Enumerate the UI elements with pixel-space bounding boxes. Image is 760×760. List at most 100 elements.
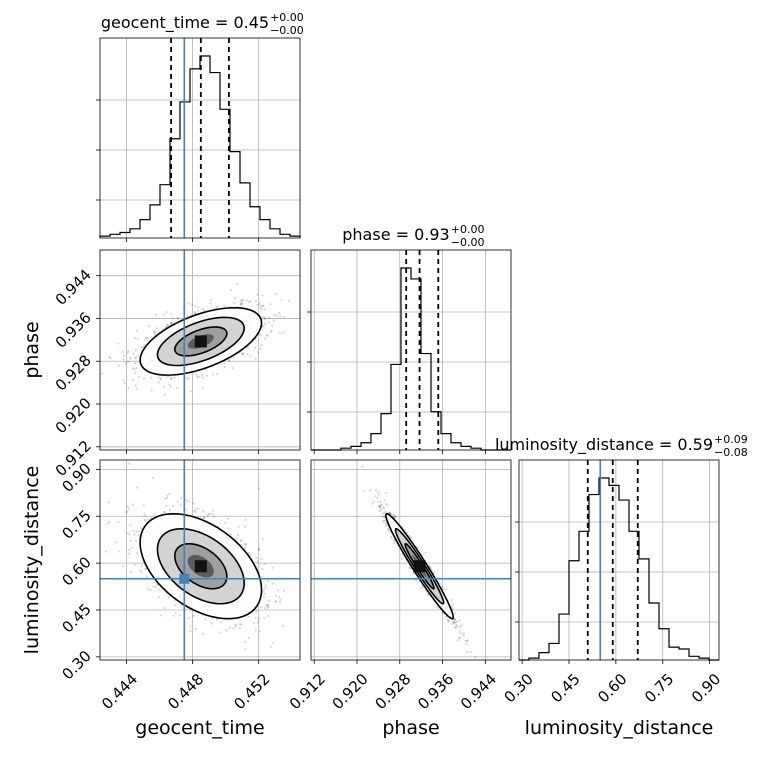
x-tick-label: 0.452 (230, 670, 273, 713)
scatter-point (134, 384, 137, 387)
scatter-point (255, 556, 258, 560)
scatter-point (168, 509, 171, 512)
scatter-point (187, 500, 190, 503)
scatter-point (261, 567, 264, 571)
scatter-point (381, 515, 384, 518)
scatter-point (117, 364, 120, 367)
scatter-point (106, 522, 109, 525)
scatter-point (376, 496, 379, 500)
panel-title-sub: −0.00 (451, 236, 485, 249)
scatter-point (235, 537, 238, 540)
scatter-point (415, 579, 418, 582)
scatter-point (387, 529, 390, 532)
scatter-point (121, 350, 125, 354)
scatter-point (454, 621, 457, 624)
scatter-point (208, 512, 212, 515)
scatter-point (424, 551, 427, 554)
scatter-point (107, 520, 111, 524)
scatter-point (223, 362, 226, 365)
density-peak (194, 335, 207, 348)
scatter-point (259, 306, 262, 309)
scatter-point (132, 352, 135, 355)
scatter-point (254, 346, 257, 349)
scatter-point (169, 321, 172, 325)
scatter-point (278, 600, 282, 603)
scatter-point (241, 301, 244, 304)
scatter-point (262, 316, 265, 319)
scatter-point (131, 546, 134, 549)
scatter-point (176, 316, 180, 320)
scatter-point (139, 569, 142, 572)
scatter-point (453, 625, 457, 628)
scatter-point (392, 513, 395, 516)
scatter-point (254, 357, 258, 360)
scatter-point (377, 493, 380, 496)
density-panel-luminosity_distance-vs-geocent_time (96, 459, 301, 664)
scatter-point (381, 512, 384, 515)
scatter-point (170, 377, 173, 380)
scatter-point (234, 623, 237, 626)
scatter-point (218, 631, 221, 634)
x-tick-label: 0.45 (547, 670, 583, 706)
scatter-point (128, 548, 131, 551)
y-tick-label: 0.920 (52, 394, 95, 437)
scatter-point (379, 506, 382, 509)
scatter-point (261, 304, 264, 307)
density-panel-phase-vs-geocent_time (96, 249, 301, 454)
scatter-point (204, 618, 207, 621)
scatter-point (146, 517, 149, 521)
scatter-point (144, 336, 147, 339)
scatter-point (254, 299, 258, 303)
scatter-point (264, 584, 267, 587)
scatter-point (371, 502, 374, 505)
histogram-step (519, 477, 719, 661)
scatter-point (197, 507, 200, 511)
y-axis-label: phase (21, 321, 43, 378)
scatter-point (267, 606, 270, 609)
scatter-point (271, 582, 274, 585)
scatter-point (136, 354, 139, 357)
scatter-point (165, 310, 168, 314)
y-tick-label: 0.928 (52, 351, 95, 394)
scatter-point (135, 367, 138, 370)
y-tick-label: 0.944 (52, 266, 95, 309)
scatter-point (227, 358, 231, 361)
scatter-point (456, 624, 459, 628)
scatter-point (400, 557, 403, 560)
hist-panel-phase: phase = 0.93 +0.00−0.00 (307, 223, 512, 454)
scatter-point (447, 619, 450, 622)
panel-frame (518, 459, 720, 661)
scatter-point (240, 303, 243, 306)
scatter-point (169, 312, 172, 315)
scatter-point (453, 617, 456, 620)
scatter-point (261, 294, 264, 297)
scatter-point (247, 636, 250, 639)
scatter-point (159, 378, 162, 381)
scatter-point (109, 357, 112, 360)
scatter-point (266, 605, 270, 608)
scatter-point (164, 497, 167, 500)
scatter-point (192, 614, 195, 618)
scatter-point (179, 504, 182, 507)
scatter-point (428, 565, 431, 568)
scatter-point (214, 306, 218, 309)
scatter-point (452, 621, 456, 624)
scatter-point (382, 506, 385, 509)
scatter-point (166, 494, 169, 497)
y-tick-label: 0.60 (58, 553, 94, 589)
scatter-point (128, 533, 131, 536)
scatter-point (374, 489, 378, 492)
scatter-point (451, 622, 454, 625)
scatter-point (171, 322, 174, 325)
scatter-point (228, 359, 231, 363)
scatter-point (393, 515, 396, 518)
hist-panel-luminosity_distance: luminosity_distance = 0.59 +0.09−0.08 (495, 433, 748, 664)
scatter-point (197, 309, 200, 312)
x-tick-label: 0.944 (457, 670, 500, 713)
scatter-point (134, 337, 137, 340)
panel-title-sup: +0.00 (270, 11, 304, 24)
scatter-point (255, 610, 258, 613)
scatter-point (126, 505, 129, 508)
scatter-point (275, 600, 278, 603)
